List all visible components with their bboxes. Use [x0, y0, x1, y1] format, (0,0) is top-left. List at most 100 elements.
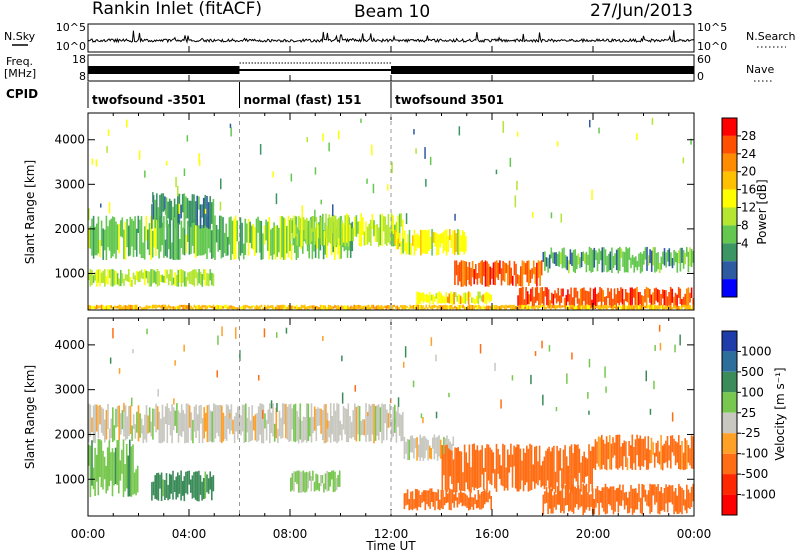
power-cell: [278, 305, 280, 310]
power-cell: [427, 307, 429, 310]
power-cell: [623, 251, 626, 273]
power-cell: [615, 294, 617, 309]
power-sparse-echo: [290, 173, 293, 182]
power-cell: [449, 229, 451, 241]
velocity-ytick-label: 3000: [54, 383, 85, 397]
power-cell: [555, 293, 558, 304]
power-cell: [689, 247, 691, 267]
velocity-cell: [619, 484, 621, 506]
velocity-cell: [605, 436, 608, 471]
power-cell: [172, 215, 175, 260]
power-sparse-echo: [320, 199, 322, 205]
power-cell: [397, 215, 399, 241]
power-cell: [337, 305, 339, 310]
power-cell: [273, 222, 275, 255]
power-cell: [154, 199, 156, 229]
velocity-cell: [118, 439, 120, 494]
power-cell: [104, 306, 106, 310]
power-cell: [451, 293, 454, 305]
power-cell: [292, 305, 295, 309]
velocity-cell: [547, 492, 549, 514]
power-cell: [633, 305, 635, 310]
power-cell: [423, 307, 426, 310]
power-cell: [539, 287, 542, 306]
power-cell: [422, 305, 424, 310]
velocity-cell: [604, 483, 607, 515]
velocity-cell: [312, 416, 314, 434]
power-cell: [258, 220, 261, 253]
power-cell: [575, 306, 578, 310]
power-cell: [267, 304, 269, 310]
velocity-cell: [140, 418, 143, 434]
velocity-cell: [262, 404, 265, 444]
velocity-sparse-echo: [404, 346, 407, 358]
velocity-cell: [95, 454, 98, 482]
velocity-colorbar-swatch: [722, 351, 737, 372]
velocity-cell: [604, 443, 606, 470]
power-cell: [628, 304, 630, 310]
power-cell: [158, 216, 160, 259]
velocity-cell: [113, 452, 115, 486]
power-cell: [307, 220, 310, 246]
time-tick-label: 20:00: [576, 527, 611, 541]
power-cell: [663, 306, 666, 310]
power-cell: [163, 275, 165, 283]
power-cell: [484, 306, 487, 310]
velocity-cell: [115, 408, 117, 428]
power-cell: [151, 230, 154, 258]
velocity-cell: [341, 424, 343, 441]
velocity-sparse-echo: [588, 410, 590, 415]
power-cell: [318, 221, 321, 239]
power-cell: [143, 269, 146, 286]
power-cell: [567, 306, 570, 310]
power-cell: [370, 219, 372, 246]
power-cell: [670, 252, 672, 266]
power-cell: [207, 202, 210, 229]
velocity-cell: [414, 438, 417, 449]
velocity-cell: [440, 489, 443, 509]
velocity-cell: [489, 447, 491, 484]
power-cell: [175, 306, 178, 309]
power-cell: [584, 290, 587, 309]
power-cell: [416, 233, 419, 248]
nsky-trace: [87, 30, 695, 44]
velocity-cell: [137, 405, 140, 442]
power-cell: [657, 289, 659, 303]
velocity-cell: [668, 445, 670, 461]
power-cell: [563, 297, 566, 308]
power-cell: [367, 304, 370, 310]
velocity-cell: [144, 414, 146, 440]
power-cell: [524, 263, 527, 275]
velocity-cell: [631, 434, 634, 470]
velocity-cell: [684, 499, 686, 511]
velocity-cell: [152, 481, 155, 496]
velocity-cell: [248, 406, 250, 443]
power-cell: [445, 292, 447, 304]
velocity-cell: [323, 404, 326, 444]
velocity-cell: [569, 488, 572, 511]
power-cell: [207, 304, 210, 308]
velocity-cell: [557, 450, 560, 491]
velocity-cell: [692, 436, 694, 469]
power-cell: [571, 252, 573, 266]
velocity-cell: [166, 403, 169, 443]
power-cell: [423, 230, 425, 254]
velocity-cell: [112, 407, 114, 443]
velocity-sparse-echo: [322, 335, 324, 342]
power-sparse-echo: [589, 119, 591, 128]
velocity-cell: [602, 439, 605, 465]
power-cell: [403, 305, 405, 309]
velocity-colorbar-tick-label: 1000: [741, 344, 772, 358]
velocity-cell: [272, 403, 274, 437]
power-cell: [545, 257, 548, 267]
velocity-cell: [529, 443, 531, 491]
velocity-cell: [620, 490, 623, 506]
velocity-cell: [642, 438, 645, 467]
power-cell: [467, 291, 470, 305]
power-cell: [684, 304, 686, 310]
velocity-cell: [259, 403, 261, 435]
power-cell: [198, 304, 200, 310]
velocity-cell: [159, 474, 161, 489]
power-cell: [666, 306, 669, 310]
